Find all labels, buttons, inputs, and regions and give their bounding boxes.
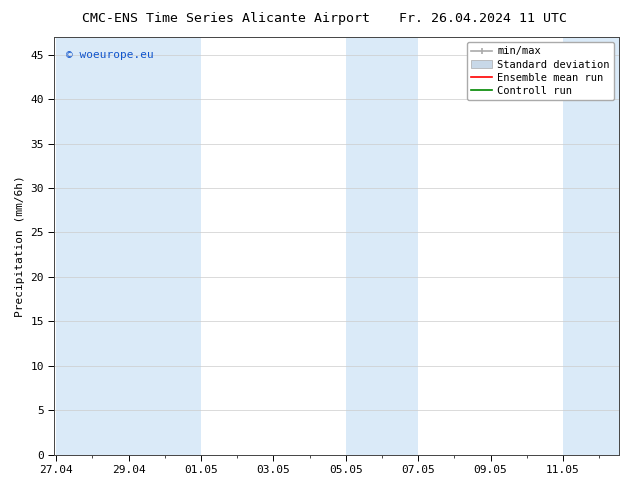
Bar xyxy=(56,37,129,455)
Text: CMC-ENS Time Series Alicante Airport: CMC-ENS Time Series Alicante Airport xyxy=(82,12,370,25)
Text: Fr. 26.04.2024 11 UTC: Fr. 26.04.2024 11 UTC xyxy=(399,12,567,25)
Bar xyxy=(563,37,619,455)
Y-axis label: Precipitation (mm/6h): Precipitation (mm/6h) xyxy=(15,175,25,317)
Text: © woeurope.eu: © woeurope.eu xyxy=(66,49,153,60)
Legend: min/max, Standard deviation, Ensemble mean run, Controll run: min/max, Standard deviation, Ensemble me… xyxy=(467,42,614,100)
Bar xyxy=(129,37,201,455)
Bar xyxy=(346,37,418,455)
